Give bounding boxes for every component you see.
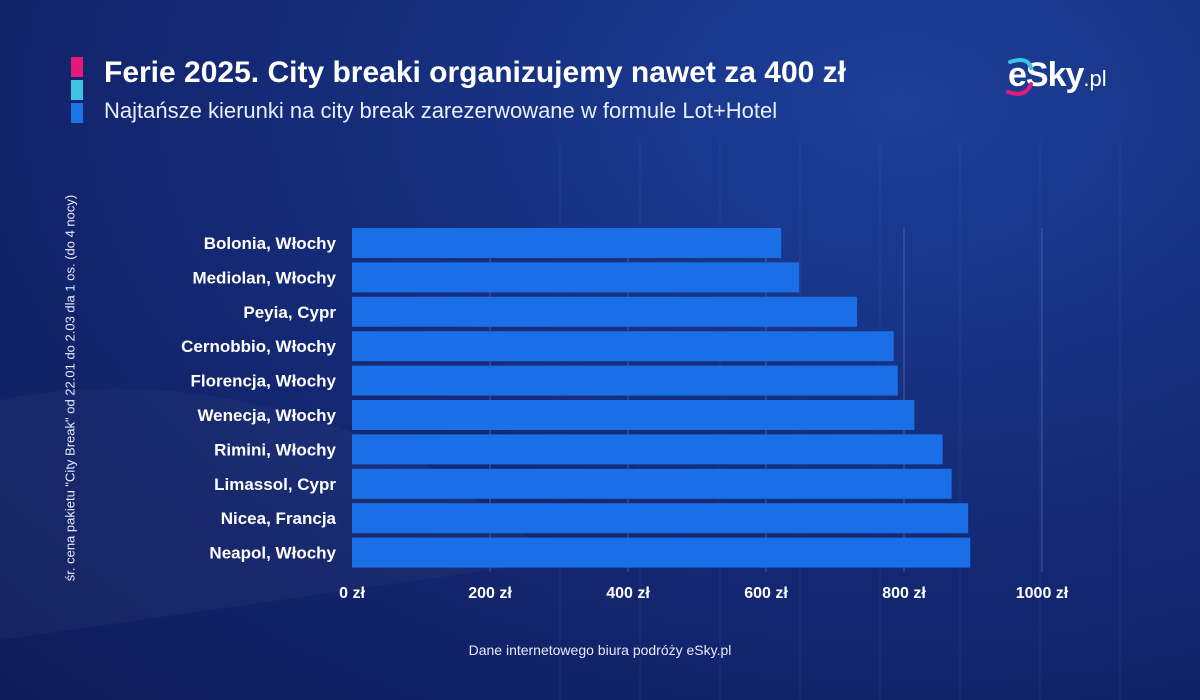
accent-bar-cyan [71,80,83,100]
bar-4 [352,365,898,396]
accent-bar-blue [71,103,83,123]
category-label-9: Neapol, Włochy [209,544,336,563]
category-label-4: Florencja, Włochy [191,372,337,391]
chart-title: Ferie 2025. City breaki organizujemy naw… [104,56,846,89]
bar-5 [352,400,915,430]
bar-9 [352,537,971,568]
category-label-0: Bolonia, Włochy [204,234,337,253]
bar-6 [352,434,943,465]
esky-logo: eSky.pl [1006,56,1107,96]
category-label-7: Limassol, Cypr [214,475,336,494]
logo-main-text: eSky [1008,56,1084,94]
x-tick-label-0: 0 zł [339,585,365,602]
x-tick-label-3: 600 zł [744,585,788,602]
accent-bar-pink [71,57,83,77]
chart-subtitle: Najtańsze kierunki na city break zarezer… [104,98,778,123]
bar-8 [352,503,969,534]
x-tick-label-4: 800 zł [882,585,926,602]
bar-3 [352,331,894,362]
source-note: Dane internetowego biura podróży eSky.pl [468,642,732,658]
logo-suffix-text: .pl [1083,66,1107,91]
bar-2 [352,296,858,327]
category-label-3: Cernobbio, Włochy [181,337,336,356]
x-tick-label-1: 200 zł [468,585,512,602]
category-label-5: Wenecja, Włochy [197,406,336,425]
category-label-8: Nicea, Francja [221,509,337,528]
category-label-6: Rimini, Włochy [214,440,336,459]
x-tick-label-5: 1000 zł [1016,585,1069,602]
bar-0 [352,228,782,258]
bar-1 [352,262,800,293]
category-label-2: Peyia, Cypr [243,303,336,322]
bar-7 [352,468,952,499]
category-label-1: Mediolan, Włochy [192,268,336,287]
x-tick-label-2: 400 zł [606,585,650,602]
logo-swoosh-icon [1006,58,1033,96]
